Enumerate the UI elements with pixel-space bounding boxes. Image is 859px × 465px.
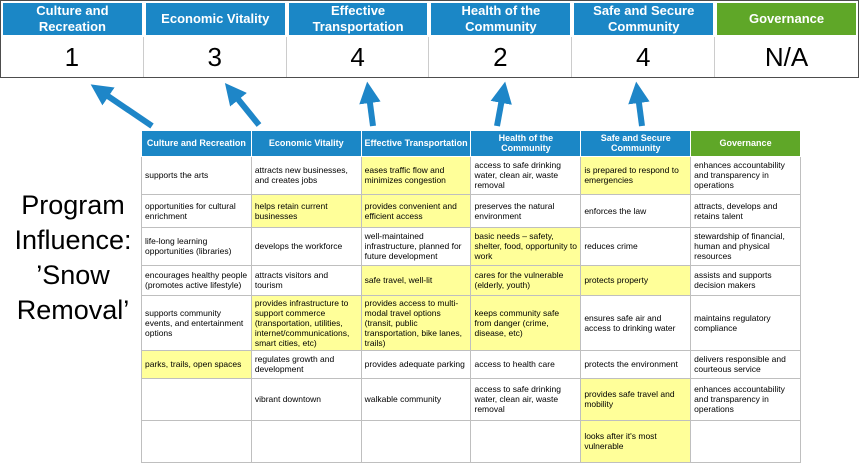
- matrix-cell: access to safe drinking water, clean air…: [470, 155, 582, 195]
- matrix-cell: access to health care: [470, 349, 582, 379]
- matrix-cell: helps retain current businesses: [250, 193, 362, 228]
- score-value: 4: [572, 37, 716, 77]
- score-column-header: Health of the Community: [429, 1, 573, 37]
- score-column-header: Governance: [715, 1, 858, 37]
- matrix-cell: [141, 377, 252, 421]
- matrix-row: encourages healthy people (promotes acti…: [141, 264, 801, 296]
- matrix-cell: keeps community safe from danger (crime,…: [470, 294, 582, 351]
- up-arrow-icon: [628, 81, 650, 127]
- matrix-cell: attracts new businesses, and creates job…: [250, 155, 362, 195]
- matrix-cell: vibrant downtown: [250, 377, 362, 421]
- matrix-cell: walkable community: [360, 377, 472, 421]
- matrix-cell: preserves the natural environment: [470, 193, 582, 228]
- matrix-cell: well-maintained infrastructure, planned …: [360, 226, 472, 266]
- matrix-cell: maintains regulatory compliance: [690, 294, 801, 351]
- matrix-cell: [360, 419, 472, 463]
- matrix-header: Culture and Recreation Economic Vitality E…: [141, 130, 801, 157]
- matrix-column-header: Governance: [690, 130, 801, 157]
- matrix-row: supports community events, and entertain…: [141, 294, 801, 351]
- score-value: 1: [1, 37, 144, 77]
- influence-matrix: Culture and Recreation Economic Vitality E…: [141, 130, 801, 463]
- matrix-cell: enhances accountability and transparency…: [690, 377, 801, 421]
- matrix-cell: enhances accountability and transparency…: [690, 155, 801, 195]
- matrix-cell: opportunities for cultural enrichment: [141, 193, 252, 228]
- matrix-cell: cares for the vulnerable (elderly, youth…: [470, 264, 582, 296]
- matrix-cell: [470, 419, 582, 463]
- matrix-column-header: Economic Vitality: [250, 130, 362, 157]
- matrix-cell: ensures safe air and access to drinking …: [580, 294, 692, 351]
- up-arrow-icon: [224, 82, 262, 127]
- score-band: Culture and Recreation Economic Vitality E…: [0, 0, 859, 78]
- score-value: N/A: [764, 41, 809, 72]
- matrix-cell: [141, 419, 252, 463]
- matrix-row: looks after it's most vulnerable: [141, 419, 801, 463]
- matrix-cell: protects the environment: [580, 349, 692, 379]
- matrix-cell: is prepared to respond to emergencies: [580, 155, 692, 195]
- matrix-cell: access to safe drinking water, clean air…: [470, 377, 582, 421]
- matrix-column-header: Health of the Community: [470, 130, 582, 157]
- program-title: Program Influence: ’Snow Removal’: [14, 190, 132, 325]
- matrix-cell: provides convenient and efficient access: [360, 193, 472, 228]
- score-value: 4: [287, 37, 430, 77]
- matrix-body: supports the arts attracts new businesses…: [141, 155, 801, 463]
- matrix-row: parks, trails, open spaces regulates grow…: [141, 349, 801, 379]
- matrix-cell: enforces the law: [580, 193, 692, 228]
- matrix-column-header: Safe and Secure Community: [580, 130, 692, 157]
- up-arrow-icon: [490, 81, 512, 127]
- up-arrow-icon: [90, 84, 154, 129]
- score-column-header: Culture and Recreation: [1, 1, 144, 37]
- matrix-cell: reduces crime: [580, 226, 692, 266]
- matrix-cell: delivers responsible and courteous servi…: [690, 349, 801, 379]
- matrix-cell: encourages healthy people (promotes acti…: [141, 264, 252, 296]
- matrix-cell: parks, trails, open spaces: [141, 349, 252, 379]
- matrix-cell: supports the arts: [141, 155, 252, 195]
- matrix-cell: supports community events, and entertain…: [141, 294, 252, 351]
- matrix-cell: basic needs – safety, shelter, food, opp…: [470, 226, 582, 266]
- matrix-cell: provides infrastructure to support comme…: [250, 294, 362, 351]
- matrix-cell: provides adequate parking: [360, 349, 472, 379]
- matrix-header-row: Culture and Recreation Economic Vitality E…: [141, 130, 801, 157]
- matrix-cell: attracts visitors and tourism: [250, 264, 362, 296]
- matrix-cell: stewardship of financial, human and phys…: [690, 226, 801, 266]
- score-column-header: Economic Vitality: [143, 1, 287, 37]
- up-arrow-icon: [359, 81, 381, 127]
- arrows-layer: [90, 81, 650, 129]
- matrix-cell: regulates growth and development: [250, 349, 362, 379]
- matrix-column-header: Culture and Recreation: [141, 130, 252, 157]
- matrix-cell: [250, 419, 362, 463]
- matrix-cell: protects property: [580, 264, 692, 296]
- matrix-cell: develops the workforce: [250, 226, 362, 266]
- score-value: 2: [429, 37, 573, 77]
- matrix-cell: life-long learning opportunities (librar…: [141, 226, 252, 266]
- matrix-row: vibrant downtown walkable community access…: [141, 377, 801, 421]
- matrix-row: life-long learning opportunities (librar…: [141, 226, 801, 266]
- matrix-cell: safe travel, well-lit: [360, 264, 472, 296]
- matrix-row: opportunities for cultural enrichment hel…: [141, 193, 801, 228]
- matrix-cell: looks after it's most vulnerable: [580, 419, 692, 463]
- matrix-cell: eases traffic flow and minimizes congest…: [360, 155, 472, 195]
- score-column-header: Safe and Secure Community: [572, 1, 716, 37]
- matrix-cell: provides safe travel and mobility: [580, 377, 692, 421]
- matrix-cell: attracts, develops and retains talent: [690, 193, 801, 228]
- matrix-cell: [690, 419, 801, 463]
- matrix-row: supports the arts attracts new businesses…: [141, 155, 801, 195]
- matrix-cell: provides access to multi-modal travel op…: [360, 294, 472, 351]
- matrix-column-header: Effective Transportation: [360, 130, 472, 157]
- score-column-header: Effective Transportation: [286, 1, 430, 37]
- matrix-cell: assists and supports decision makers: [690, 264, 801, 296]
- score-value: 3: [144, 37, 287, 77]
